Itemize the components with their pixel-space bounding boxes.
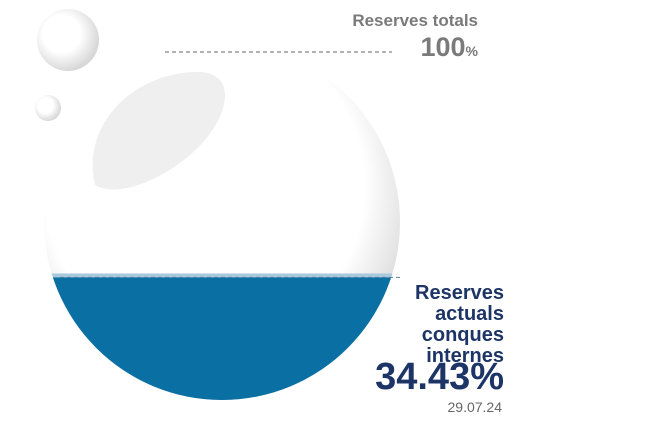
total-label: Reserves totals [352,11,478,30]
bubble [35,95,61,121]
current-label: Reserves actuals conques internes [415,282,504,367]
unit: % [465,43,478,59]
water [44,277,400,400]
bubble [37,9,99,71]
highlight [92,71,226,190]
date: 29.07.24 [447,399,503,415]
current-value: 34.43% [375,356,504,398]
total-number: 100 [420,32,466,62]
total-value: 100% [420,32,478,63]
